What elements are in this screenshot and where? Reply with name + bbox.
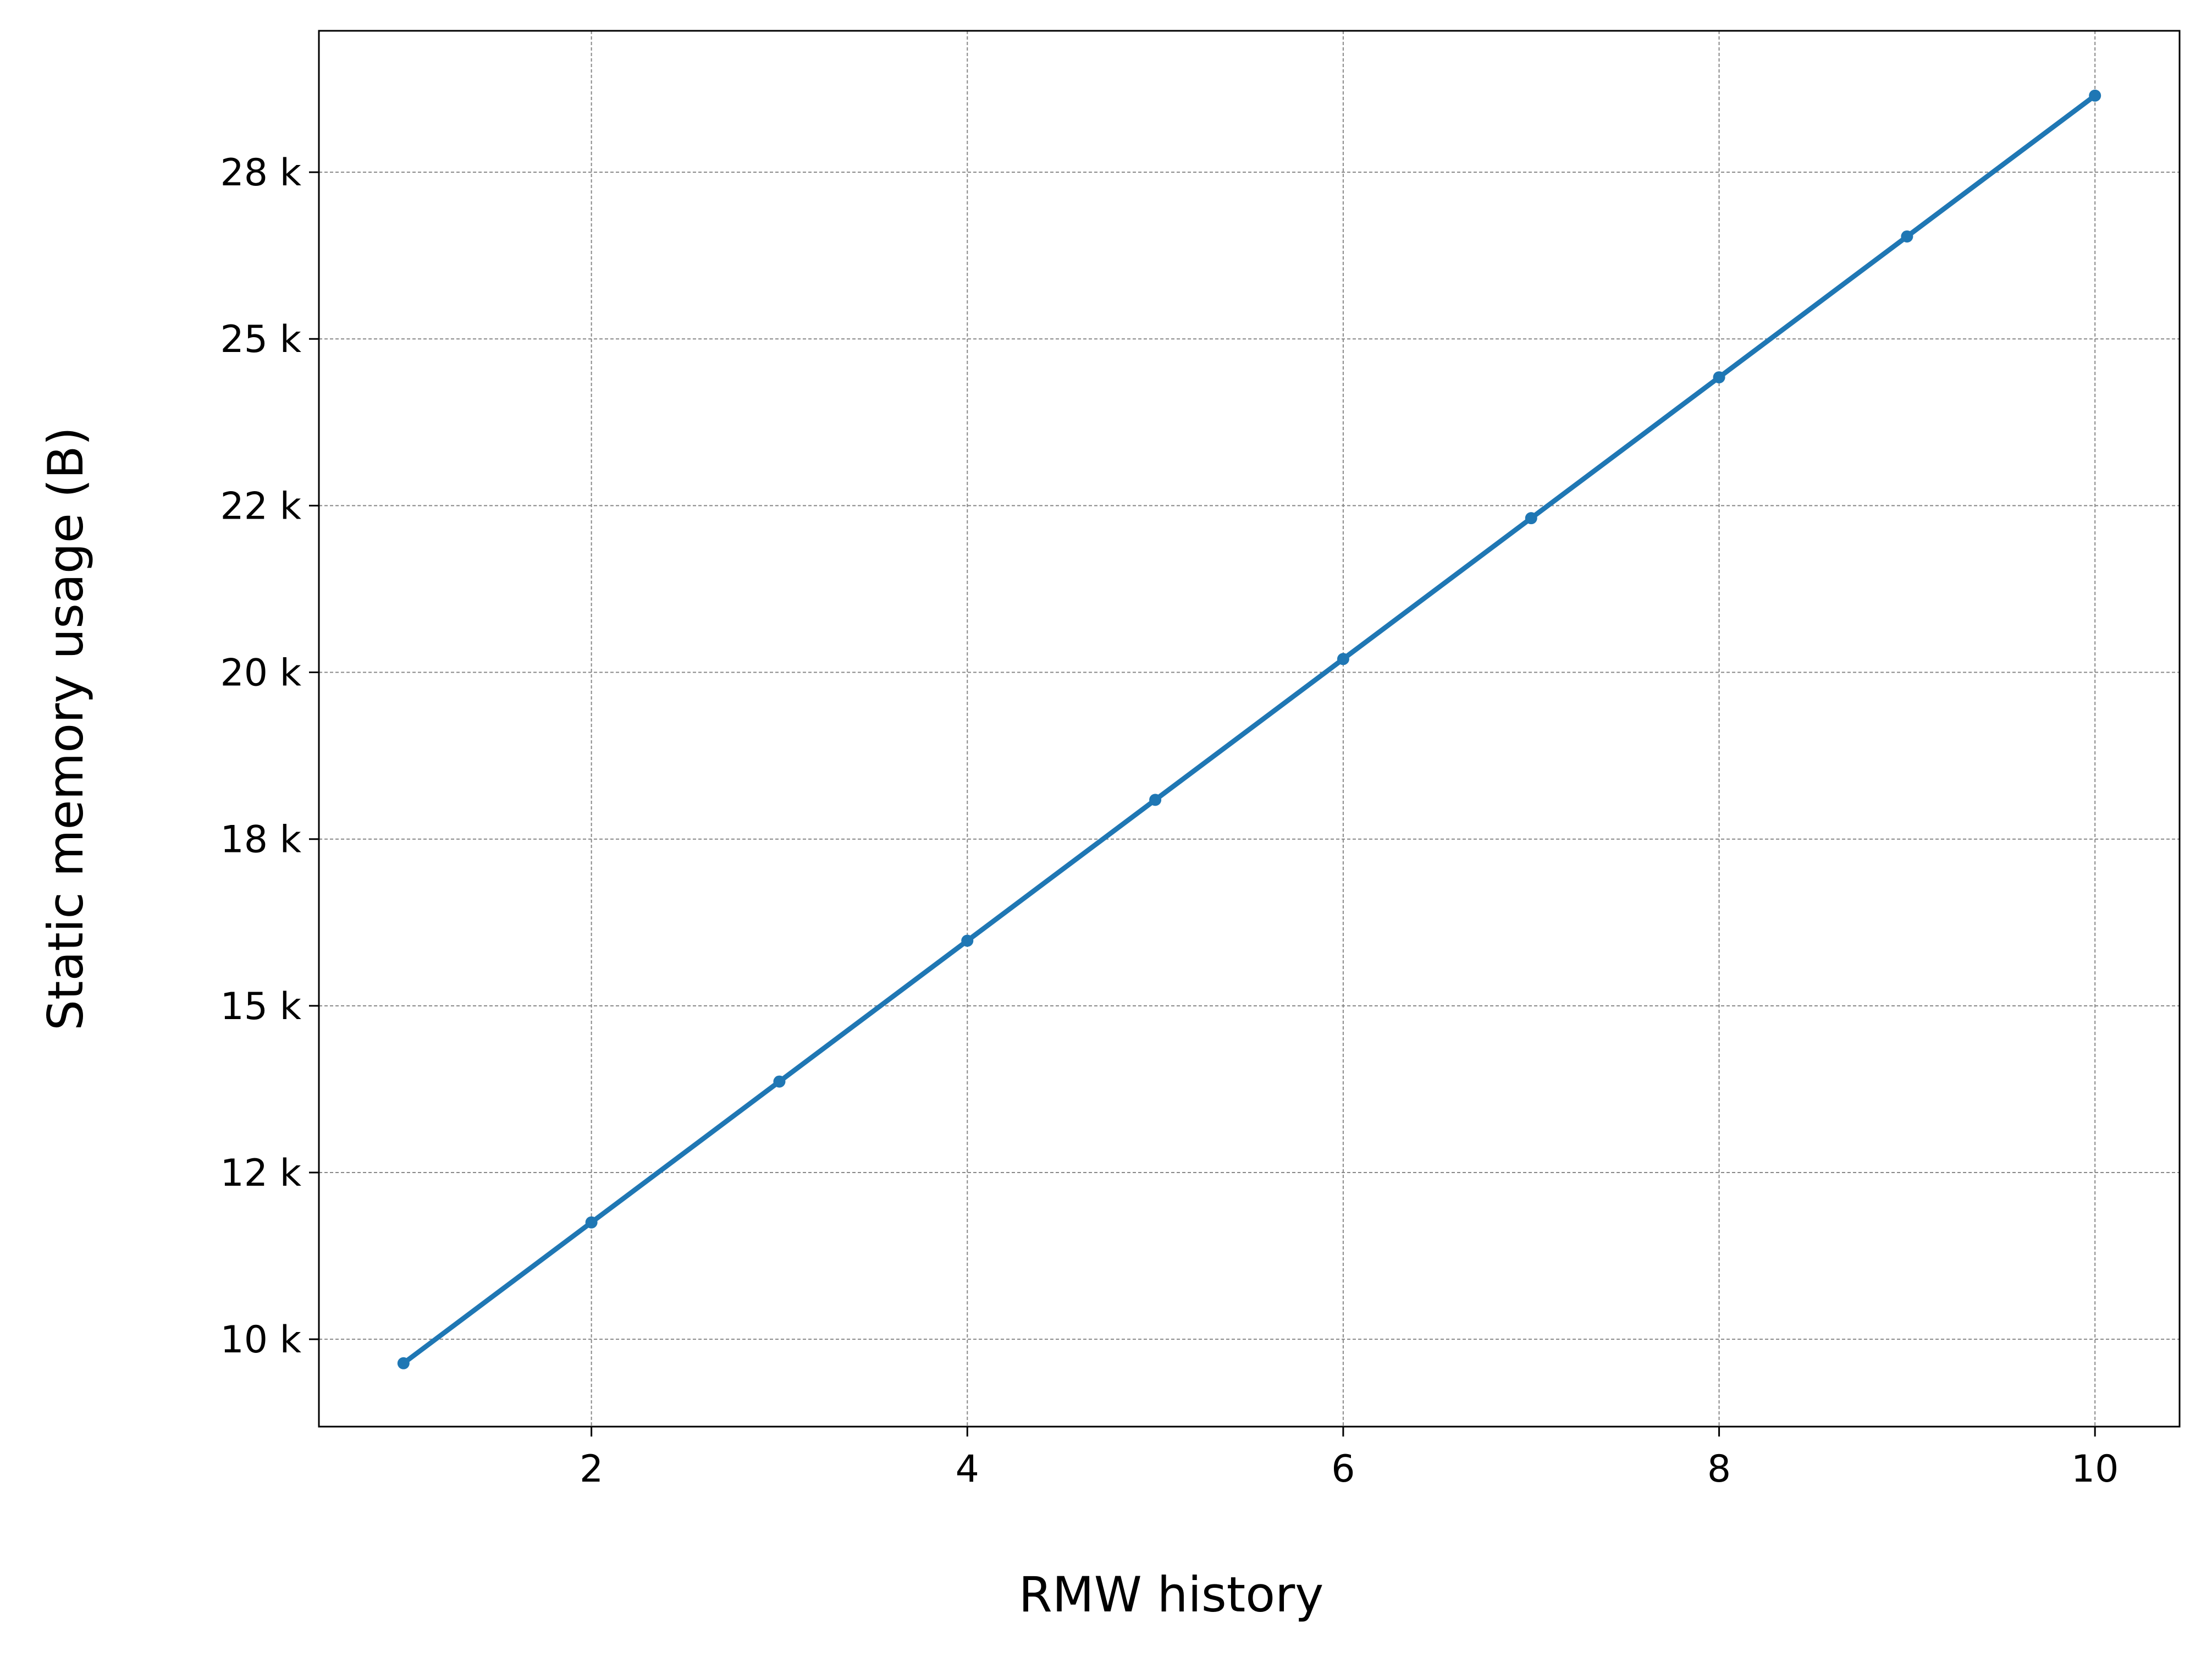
x-tick-label: 8 <box>1707 1448 1731 1491</box>
y-tick-label: 18 k <box>220 818 301 862</box>
x-tick-label: 2 <box>580 1448 603 1491</box>
plot-frame <box>318 30 2181 1428</box>
x-tick-label: 10 <box>2071 1448 2119 1491</box>
x-tick-label: 6 <box>1331 1448 1355 1491</box>
data-point <box>1525 512 1537 525</box>
x-tick-label: 4 <box>956 1448 979 1491</box>
y-axis-label: Static memory usage (B) <box>37 427 94 1031</box>
data-point <box>1149 794 1162 806</box>
data-point <box>2089 89 2101 102</box>
y-tick-label: 22 k <box>220 485 301 528</box>
y-tick-label: 20 k <box>220 652 301 695</box>
data-point <box>397 1357 410 1369</box>
x-axis-label: RMW history <box>1019 1566 1324 1623</box>
y-tick-label: 15 k <box>220 985 301 1028</box>
data-point <box>961 934 974 947</box>
data-point <box>773 1075 786 1088</box>
data-point <box>1901 230 1913 243</box>
data-point <box>1713 371 1725 384</box>
data-line <box>402 93 2097 1366</box>
y-tick-label: 12 k <box>220 1152 301 1195</box>
y-tick-label: 10 k <box>220 1318 301 1362</box>
y-tick-label: 28 k <box>220 151 301 195</box>
data-point <box>585 1216 598 1229</box>
data-point <box>1337 653 1349 665</box>
y-tick-label: 25 k <box>220 318 301 361</box>
